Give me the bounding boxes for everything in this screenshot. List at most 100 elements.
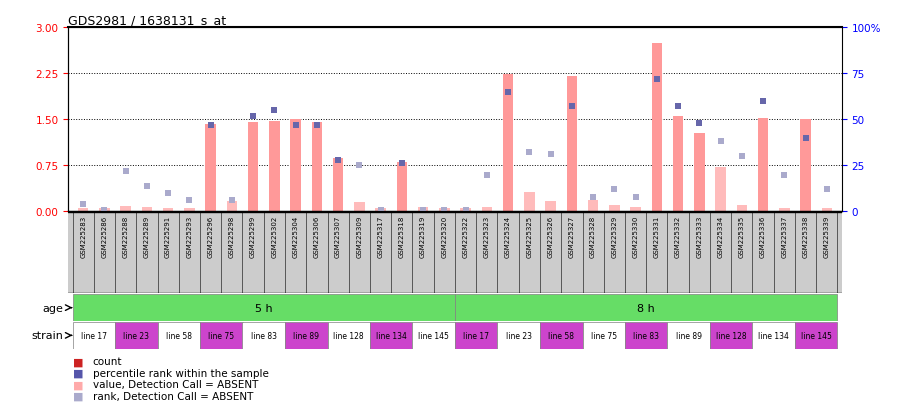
Text: line 75: line 75 bbox=[591, 331, 617, 340]
Bar bbox=[311, 123, 322, 212]
Bar bbox=[710, 322, 753, 349]
Bar bbox=[694, 134, 704, 212]
Bar bbox=[439, 209, 450, 212]
Text: GSM225337: GSM225337 bbox=[782, 215, 787, 257]
Bar bbox=[354, 203, 365, 212]
Bar bbox=[200, 322, 242, 349]
Text: GSM225323: GSM225323 bbox=[484, 215, 490, 257]
Text: GSM225333: GSM225333 bbox=[696, 215, 703, 257]
Text: GSM225339: GSM225339 bbox=[824, 215, 830, 257]
Bar bbox=[545, 202, 556, 212]
Bar bbox=[412, 322, 455, 349]
Bar bbox=[625, 322, 668, 349]
Text: line 89: line 89 bbox=[293, 331, 319, 340]
Text: GSM225335: GSM225335 bbox=[739, 215, 745, 257]
Text: rank, Detection Call = ABSENT: rank, Detection Call = ABSENT bbox=[93, 391, 253, 401]
Bar bbox=[333, 159, 343, 212]
Bar bbox=[269, 122, 279, 212]
Text: GSM225306: GSM225306 bbox=[314, 215, 320, 257]
Text: GSM225298: GSM225298 bbox=[229, 215, 235, 257]
Bar bbox=[582, 322, 625, 349]
Bar bbox=[715, 167, 726, 212]
Bar bbox=[285, 322, 328, 349]
Bar bbox=[668, 322, 710, 349]
Text: ■: ■ bbox=[73, 356, 84, 366]
Bar bbox=[567, 76, 577, 212]
Text: ■: ■ bbox=[73, 380, 84, 389]
Bar bbox=[609, 206, 620, 212]
Text: GSM225330: GSM225330 bbox=[632, 215, 639, 257]
Text: line 58: line 58 bbox=[548, 331, 574, 340]
Bar bbox=[142, 208, 152, 212]
Bar bbox=[753, 322, 795, 349]
Bar bbox=[822, 209, 832, 212]
Text: ■: ■ bbox=[73, 368, 84, 378]
Bar bbox=[99, 209, 110, 212]
Bar bbox=[736, 206, 747, 212]
Text: strain: strain bbox=[32, 330, 64, 341]
Bar bbox=[498, 322, 540, 349]
Text: line 17: line 17 bbox=[81, 331, 106, 340]
Text: GSM225320: GSM225320 bbox=[441, 215, 448, 257]
Bar bbox=[631, 208, 641, 212]
Text: line 83: line 83 bbox=[633, 331, 659, 340]
Text: age: age bbox=[43, 303, 64, 313]
Bar bbox=[248, 123, 258, 212]
Text: GSM225317: GSM225317 bbox=[378, 215, 384, 257]
Bar bbox=[206, 125, 216, 212]
Text: value, Detection Call = ABSENT: value, Detection Call = ABSENT bbox=[93, 380, 258, 389]
Text: GSM225293: GSM225293 bbox=[187, 215, 192, 257]
Bar bbox=[652, 43, 662, 212]
Text: line 89: line 89 bbox=[676, 331, 702, 340]
Bar bbox=[78, 209, 88, 212]
Bar bbox=[672, 117, 683, 212]
Bar bbox=[290, 119, 301, 212]
Bar bbox=[375, 209, 386, 212]
Text: GSM225326: GSM225326 bbox=[548, 215, 553, 257]
Bar bbox=[397, 163, 407, 212]
Text: line 145: line 145 bbox=[419, 331, 450, 340]
Bar bbox=[481, 208, 492, 212]
Text: 5 h: 5 h bbox=[255, 303, 273, 313]
Text: GSM225291: GSM225291 bbox=[165, 215, 171, 257]
Text: GSM225286: GSM225286 bbox=[101, 215, 107, 257]
Bar bbox=[524, 193, 535, 212]
Bar bbox=[163, 209, 174, 212]
Text: GSM225307: GSM225307 bbox=[335, 215, 341, 257]
Bar bbox=[460, 209, 471, 212]
Text: line 58: line 58 bbox=[166, 331, 192, 340]
Bar bbox=[242, 322, 285, 349]
Bar bbox=[758, 119, 768, 212]
Text: count: count bbox=[93, 356, 122, 366]
Bar bbox=[779, 209, 790, 212]
Text: GSM225318: GSM225318 bbox=[399, 215, 405, 257]
Bar bbox=[455, 322, 498, 349]
Bar bbox=[503, 75, 513, 212]
Text: GSM225289: GSM225289 bbox=[144, 215, 150, 257]
Bar bbox=[68, 213, 842, 293]
Text: GSM225328: GSM225328 bbox=[590, 215, 596, 257]
Bar bbox=[227, 202, 238, 212]
Bar bbox=[120, 207, 131, 212]
Text: GSM225309: GSM225309 bbox=[357, 215, 362, 257]
Bar bbox=[588, 200, 599, 212]
Text: GSM225322: GSM225322 bbox=[462, 215, 469, 257]
Bar bbox=[370, 322, 412, 349]
Text: GSM225324: GSM225324 bbox=[505, 215, 511, 257]
Text: line 128: line 128 bbox=[716, 331, 746, 340]
Bar bbox=[328, 322, 370, 349]
Text: GSM225334: GSM225334 bbox=[718, 215, 723, 257]
Bar bbox=[157, 322, 200, 349]
Text: GSM225299: GSM225299 bbox=[250, 215, 256, 257]
Text: GSM225304: GSM225304 bbox=[293, 215, 298, 257]
Text: GSM225329: GSM225329 bbox=[612, 215, 617, 257]
Text: GSM225327: GSM225327 bbox=[569, 215, 575, 257]
Text: GSM225319: GSM225319 bbox=[420, 215, 426, 257]
Text: line 75: line 75 bbox=[208, 331, 234, 340]
Bar bbox=[73, 294, 455, 321]
Bar bbox=[795, 322, 837, 349]
Bar bbox=[800, 120, 811, 212]
Text: line 134: line 134 bbox=[758, 331, 789, 340]
Text: line 83: line 83 bbox=[251, 331, 277, 340]
Text: GSM225332: GSM225332 bbox=[675, 215, 681, 257]
